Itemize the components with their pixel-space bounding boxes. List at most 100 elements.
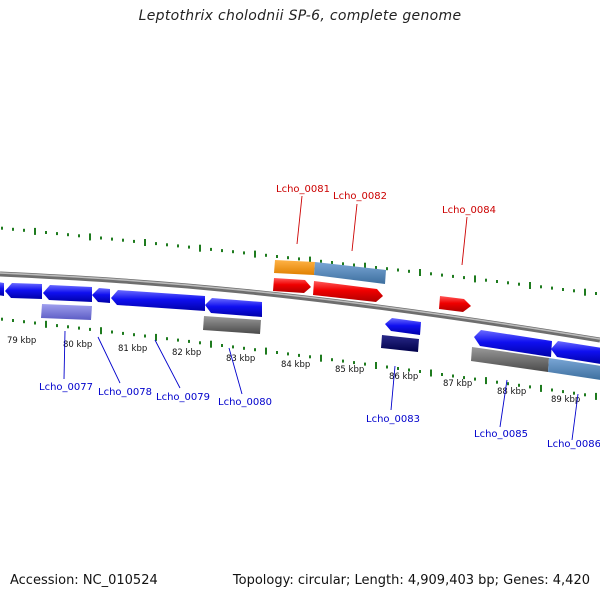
major-tick	[309, 256, 311, 264]
minor-tick	[507, 382, 509, 386]
minor-tick	[397, 367, 399, 370]
major-tick	[254, 250, 256, 258]
major-tick	[34, 227, 36, 235]
gene-label-lcho-0078[interactable]: Lcho_0078	[98, 387, 152, 398]
major-tick	[375, 362, 377, 369]
gene-lcho-0082-rrna[interactable]	[314, 262, 386, 284]
minor-tick	[463, 376, 465, 380]
minor-tick	[430, 272, 432, 276]
genome-backbone-highlight	[0, 272, 600, 340]
kbp-label-88: 88 kbp	[497, 387, 526, 397]
gene-label-lcho-0079[interactable]: Lcho_0079	[156, 392, 210, 403]
minor-tick	[254, 348, 256, 352]
gene-lcho-0079[interactable]	[111, 290, 205, 311]
kbp-label-82: 82 kbp	[172, 348, 201, 358]
kbp-label-87: 87 kbp	[443, 379, 472, 389]
gene-labels: Lcho_0081 Lcho_0082 Lcho_0084 Lcho_0077 …	[39, 184, 600, 450]
kbp-label-83: 83 kbp	[226, 354, 255, 364]
minor-tick	[177, 244, 179, 248]
minor-tick	[122, 331, 124, 335]
minor-tick	[364, 362, 366, 366]
major-tick	[529, 282, 531, 289]
gene-lcho-0080-cds[interactable]	[205, 298, 262, 317]
minor-tick	[463, 276, 465, 280]
gene-lcho-0086[interactable]	[548, 358, 600, 380]
map-title: Leptothrix cholodnii SP-6, complete geno…	[138, 8, 462, 24]
gene-lcho-0079-small[interactable]	[92, 288, 110, 303]
kbp-label-89: 89 kbp	[551, 395, 580, 405]
gene-lcho-0085-cds[interactable]	[474, 330, 552, 357]
gene-lcho-0086-cds[interactable]	[551, 341, 600, 364]
major-tick	[265, 347, 267, 355]
minor-tick	[265, 253, 267, 257]
kbp-label-80: 80 kbp	[63, 340, 92, 350]
minor-tick	[397, 268, 399, 272]
minor-tick	[573, 391, 575, 395]
minor-tick	[562, 288, 564, 291]
gene-lcho-0082[interactable]	[313, 281, 383, 302]
minor-tick	[584, 393, 586, 397]
minor-tick	[452, 374, 454, 378]
minor-tick	[276, 255, 278, 258]
minus-strand-ticks	[1, 317, 597, 400]
gene-lcho-0083-cds[interactable]	[385, 318, 421, 335]
minor-tick	[331, 358, 333, 362]
scale-labels: 79 kbp 80 kbp 81 kbp 82 kbp 83 kbp 84 kb…	[7, 336, 580, 405]
minor-tick	[353, 361, 355, 365]
kbp-label-79: 79 kbp	[7, 336, 36, 346]
genome-backbone	[0, 271, 600, 343]
minor-tick	[518, 282, 520, 286]
minor-tick	[122, 238, 124, 242]
gene-lcho-0078[interactable]	[43, 285, 92, 302]
minor-tick	[287, 352, 289, 356]
major-tick	[430, 369, 432, 377]
plus-strand-ticks	[1, 226, 597, 296]
minor-tick	[89, 327, 91, 331]
gene-label-lcho-0085[interactable]: Lcho_0085	[474, 429, 528, 440]
minor-tick	[232, 345, 234, 349]
gene-lcho-0080[interactable]	[203, 316, 261, 334]
major-tick	[144, 239, 146, 246]
minor-tick	[177, 338, 179, 342]
gene-label-lcho-0082[interactable]: Lcho_0082	[333, 191, 387, 202]
minor-tick	[188, 339, 190, 343]
minor-tick	[210, 247, 212, 251]
gene-lcho-0081-rrna[interactable]	[274, 260, 315, 275]
gene-lcho-0085[interactable]	[471, 347, 549, 372]
minor-tick	[419, 370, 421, 373]
gene-lcho-0081[interactable]	[273, 278, 311, 293]
minor-tick	[67, 233, 69, 237]
minor-tick	[78, 326, 80, 330]
minor-tick	[342, 262, 344, 266]
minor-tick	[232, 250, 234, 254]
gene-label-lcho-0083[interactable]: Lcho_0083	[366, 414, 420, 425]
major-tick	[485, 377, 487, 385]
minor-tick	[56, 324, 58, 328]
minor-tick	[144, 334, 146, 338]
minor-tick	[23, 320, 25, 324]
gene-label-lcho-0077[interactable]: Lcho_0077	[39, 382, 93, 393]
gene-label-lcho-0084[interactable]: Lcho_0084	[442, 205, 496, 216]
minor-tick	[188, 245, 190, 249]
gene-left-partial[interactable]	[5, 283, 42, 299]
major-tick	[89, 233, 91, 241]
gene-lcho-0084[interactable]	[439, 296, 471, 312]
gene-lcho-0083[interactable]	[381, 335, 419, 352]
gene-label-lcho-0080[interactable]: Lcho_0080	[218, 397, 272, 408]
minor-tick	[551, 286, 553, 290]
minor-tick	[155, 242, 157, 246]
plus-strand-genes	[273, 260, 471, 312]
major-tick	[584, 288, 586, 296]
gene-label-lcho-0081[interactable]: Lcho_0081	[276, 184, 330, 195]
minor-tick	[133, 239, 135, 243]
minor-tick	[496, 380, 498, 384]
genome-summary-text: Topology: circular; Length: 4,909,403 bp…	[232, 573, 590, 588]
minor-tick	[166, 243, 168, 247]
gene-unnamed-left[interactable]	[0, 282, 4, 296]
gene-label-lcho-0086[interactable]: Lcho_0086	[547, 439, 600, 450]
gene-lcho-0077[interactable]	[41, 304, 92, 320]
minor-tick	[573, 289, 575, 293]
minor-tick	[166, 337, 168, 341]
major-tick	[210, 340, 212, 348]
